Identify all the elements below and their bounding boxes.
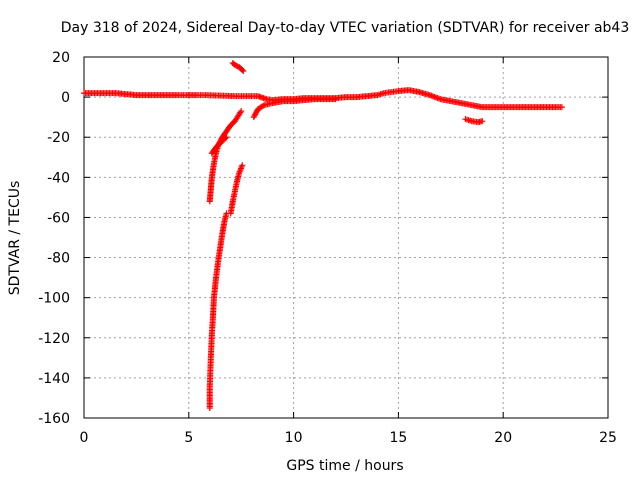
data-point-marker xyxy=(250,114,257,121)
y-tick-label: -100 xyxy=(38,291,70,307)
x-tick-label: 0 xyxy=(80,430,89,446)
y-tick-label: -20 xyxy=(47,130,70,146)
y-tick-label: -80 xyxy=(47,251,70,267)
axis-ticks: 0 5 10 15 20 25 20 0 -20 -40 -60 -80 -100 -120 -140 -16… xyxy=(38,50,617,446)
series-lower-branch xyxy=(462,116,486,126)
y-tick-label: -120 xyxy=(38,331,70,347)
data-point-marker xyxy=(259,102,266,109)
data-point-marker xyxy=(479,118,486,125)
x-tick-label: 20 xyxy=(494,430,512,446)
data-point-marker xyxy=(223,134,230,141)
y-tick-label: -140 xyxy=(38,371,70,387)
x-axis-title: GPS time / hours xyxy=(286,458,403,474)
plot-frame xyxy=(83,56,609,419)
data-point-marker xyxy=(252,110,259,117)
data-point-marker xyxy=(240,68,247,75)
data-marks xyxy=(81,60,565,411)
data-point-marker xyxy=(558,104,565,111)
data-point-marker xyxy=(222,135,229,142)
x-tick-label: 25 xyxy=(599,430,617,446)
x-tick-label: 15 xyxy=(389,430,407,446)
data-point-marker xyxy=(233,62,240,69)
series-mid-arc xyxy=(208,134,230,157)
chart-title: Day 318 of 2024, Sidereal Day-to-day VTE… xyxy=(61,20,630,36)
data-point-marker xyxy=(238,108,245,115)
data-point-marker xyxy=(231,62,238,69)
data-point-marker xyxy=(332,96,339,103)
grid-lines xyxy=(84,57,608,418)
x-tick-label: 10 xyxy=(285,430,303,446)
y-tick-label: 0 xyxy=(61,90,70,106)
data-point-marker xyxy=(252,111,259,118)
data-point-marker xyxy=(253,108,260,115)
y-axis-title: SDTVAR / TECUs xyxy=(7,181,23,296)
series-upper-arc xyxy=(229,60,247,75)
y-tick-label: -60 xyxy=(47,210,70,226)
data-point-marker xyxy=(251,112,258,119)
series-plunge-left xyxy=(206,210,230,411)
y-tick-label: -40 xyxy=(47,170,70,186)
x-tick-label: 5 xyxy=(184,430,193,446)
series-early-arc xyxy=(206,108,245,205)
data-point-marker xyxy=(239,162,246,169)
y-tick-label: -160 xyxy=(38,411,70,427)
series-recovery-branch xyxy=(250,96,339,121)
y-tick-label: 20 xyxy=(52,50,70,66)
series-plunge-right xyxy=(227,162,246,217)
data-point-marker xyxy=(239,67,246,74)
series-main-trace xyxy=(81,87,565,111)
